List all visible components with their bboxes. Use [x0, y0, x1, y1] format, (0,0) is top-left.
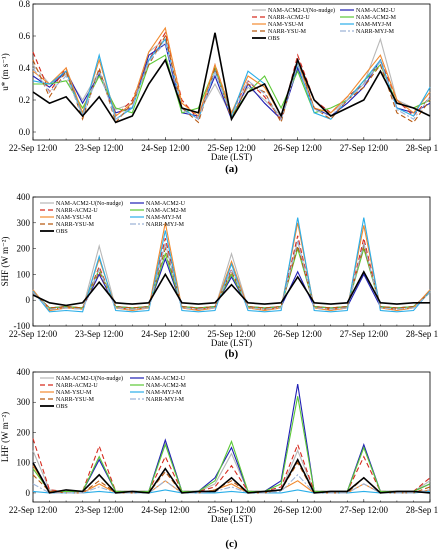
panel-a-legend-label: NAM-ACM2-U: [356, 8, 396, 14]
panel-c-ytick-label: 0: [26, 488, 31, 498]
panel-a-legend-label: OBS: [268, 36, 280, 42]
panel-c-legend-label: NARR-ACM2-U: [56, 383, 98, 389]
panel-a-legend-label: NARR-ACM2-U: [268, 15, 310, 21]
panel-c-series-obs: [32, 457, 431, 494]
panel-c-xtick-label: 25-Sep 12:00: [207, 505, 256, 515]
panel-c-ytick-label: 300: [17, 397, 31, 407]
panel-a-label: (a): [225, 163, 238, 175]
panel-a-legend-label: NAM-MYJ-M: [356, 22, 392, 28]
panel-a-legend-label: NARR-MYJ-M: [356, 29, 395, 35]
panel-a-ytick-label: 0.0: [19, 127, 31, 137]
panel-b-xtick-label: 22-Sep 12:00: [9, 329, 58, 339]
panel-b-legend-label: NAM-YSU-M: [56, 215, 92, 221]
panel-c-series-nam-myj-m: [32, 489, 431, 494]
panel-b-ytick-label: 200: [17, 244, 31, 254]
panel-c-ylabel: LHF (W m⁻²): [0, 412, 10, 462]
panel-c-legend-label: NAM-ACM2-M: [146, 383, 187, 389]
panel-c-legend-label: NAM-ACM2-U(No-nudge): [56, 375, 123, 382]
panel-c-legend-label: NAM-YSU-M: [56, 390, 92, 396]
panel-c-xtick-label: 26-Sep 12:00: [274, 505, 323, 515]
panel-c-xtick-label: 22-Sep 12:00: [9, 505, 58, 515]
panel-c-legend-label: OBS: [56, 404, 68, 410]
panel-b-series-narr-ysu-m: [32, 243, 431, 309]
panel-b-ytick-label: 300: [17, 218, 31, 228]
panel-c-xtick-label: 28-Sep 12:00: [406, 505, 438, 515]
panel-b-series-obs: [32, 270, 430, 307]
panel-a-xtick-label: 23-Sep 12:00: [75, 143, 124, 153]
panel-b-legend-label: NAM-ACM2-U: [146, 201, 186, 207]
panel-a-ytick-label: 0.6: [19, 31, 31, 41]
panel-a-ylabel: u* (m s⁻¹): [0, 53, 10, 90]
panel-a-xtick-label: 26-Sep 12:00: [274, 143, 323, 153]
panel-b-series-nam-myj-m: [32, 217, 431, 313]
panel-b-ytick-label: 0: [26, 295, 31, 305]
panel-b-xtick-label: 27-Sep 12:00: [340, 329, 389, 339]
panel-a-xtick-label: 28-Sep 12:00: [406, 143, 438, 153]
panel-c-ytick-label: 400: [17, 367, 31, 377]
panel-a-series-nam-myj-m: [32, 37, 431, 121]
panel-a-ytick-label: 0.2: [19, 95, 30, 105]
panel-b-ylabel: SHF (W m⁻²): [0, 237, 10, 287]
panel-a-ytick-label: 0.4: [19, 63, 31, 73]
panel-a-series-obs: [32, 32, 431, 124]
panel-c-legend-label: NAM-MYJ-M: [146, 390, 182, 396]
panel-a-xtick-label: 22-Sep 12:00: [9, 143, 58, 153]
panel-c-ytick-label: 100: [17, 458, 31, 468]
panel-b-ytick-label: 100: [17, 269, 31, 279]
panel-c-series-nam-acm2-m: [32, 396, 431, 492]
panel-c-xlabel: Date (LST): [211, 514, 252, 524]
panel-b-series-narr-myj-m: [32, 240, 431, 310]
panel-b-label: (b): [225, 348, 239, 360]
panel-a-legend-label: NARR-YSU-M: [268, 29, 307, 35]
panel-a-series-narr-myj-m: [32, 41, 431, 121]
panel-b-ytick-label: 400: [17, 192, 31, 202]
panel-b-xtick-label: 26-Sep 12:00: [274, 329, 323, 339]
panel-a-xtick-label: 25-Sep 12:00: [207, 143, 256, 153]
panel-b-legend-label: OBS: [56, 229, 68, 235]
panel-a-xtick-label: 24-Sep 12:00: [141, 143, 190, 153]
panel-a-legend-label: NAM-ACM2-M: [356, 15, 397, 21]
panel-b-legend-label: NARR-YSU-M: [56, 222, 95, 228]
panel-b-series-nam-acm2-u-no-nudge-: [32, 240, 431, 312]
panel-b-xtick-label: 28-Sep 12:00: [406, 329, 438, 339]
panel-a-legend-label: NAM-ACM2-U(No-nudge): [268, 7, 335, 14]
panel-b-legend-label: NAM-MYJ-M: [146, 215, 182, 221]
panel-c-xtick-label: 27-Sep 12:00: [340, 505, 389, 515]
panel-b-legend-label: NARR-ACM2-U: [56, 208, 98, 214]
panel-c-series-narr-acm2-u: [32, 438, 431, 492]
panel-c-label: (c): [225, 538, 238, 550]
panel-c-legend-label: NARR-MYJ-M: [146, 397, 185, 403]
panel-b-legend-label: NAM-ACM2-M: [146, 208, 187, 214]
panel-c-xtick-label: 23-Sep 12:00: [75, 505, 124, 515]
panel-b-xtick-label: 25-Sep 12:00: [207, 329, 256, 339]
panel-a-xlabel: Date (LST): [211, 152, 252, 162]
panel-a-legend-label: NAM-YSU-M: [268, 22, 304, 28]
panel-c-legend-label: NARR-YSU-M: [56, 397, 95, 403]
panel-c-series-narr-myj-m: [32, 474, 431, 494]
panel-c-xtick-label: 24-Sep 12:00: [141, 505, 190, 515]
panel-c-legend-label: NAM-ACM2-U: [146, 376, 186, 382]
panel-b-legend-label: NARR-MYJ-M: [146, 222, 185, 228]
panel-b-series-nam-ysu-m: [32, 222, 431, 312]
panel-b-ytick-label: -100: [14, 321, 31, 331]
panel-a-xtick-label: 27-Sep 12:00: [340, 143, 389, 153]
panel-b-series-nam-acm2-u: [32, 257, 431, 309]
panel-b-xtick-label: 24-Sep 12:00: [141, 329, 190, 339]
panel-b-xtick-label: 23-Sep 12:00: [75, 329, 124, 339]
panel-a-series-nam-ysu-m: [32, 26, 431, 118]
panel-b-xlabel: Date (LST): [211, 338, 252, 348]
panel-b-legend-label: NAM-ACM2-U(No-nudge): [56, 200, 123, 207]
panel-a-ytick-label: 0.8: [19, 0, 31, 9]
panel-c-ytick-label: 200: [17, 427, 31, 437]
panel-c-series-nam-acm2-u: [32, 384, 431, 492]
